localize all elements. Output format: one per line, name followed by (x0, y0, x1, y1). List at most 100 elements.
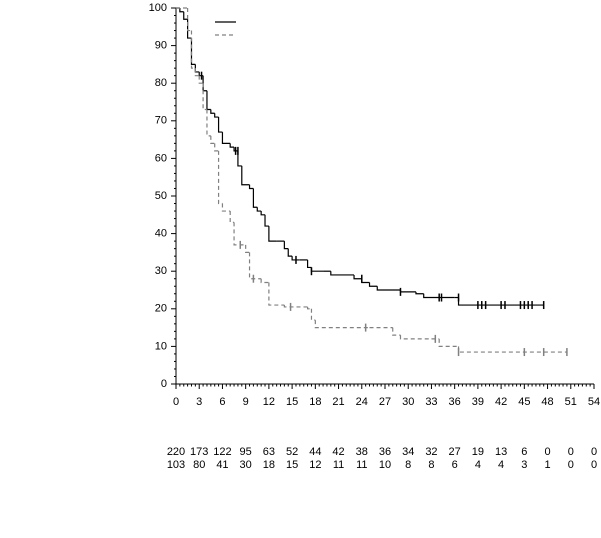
step-segment (283, 241, 289, 250)
step-segment (237, 150, 242, 167)
x-tick-label: 30 (402, 396, 414, 408)
at-risk-number: 6 (452, 459, 458, 471)
y-tick-label: 40 (155, 228, 167, 240)
step-segment (291, 256, 300, 261)
y-tick-label: 90 (155, 40, 167, 52)
at-risk-number: 15 (286, 459, 298, 471)
step-segment (229, 143, 235, 148)
at-risk-number: 12 (309, 459, 321, 471)
step-segment (221, 203, 231, 212)
step-segment (217, 150, 223, 205)
step-segment (353, 274, 362, 280)
at-risk-number: 32 (425, 446, 437, 458)
x-tick-label: 15 (286, 396, 298, 408)
at-risk-number: 8 (428, 459, 434, 471)
step-segment (368, 282, 378, 287)
step-segment (198, 75, 204, 84)
x-tick-label: 24 (356, 396, 368, 408)
step-segment (233, 147, 238, 152)
at-risk-number: 36 (379, 446, 391, 458)
at-risk-number: 173 (190, 446, 208, 458)
at-risk-number: 4 (498, 459, 504, 471)
step-segment (210, 135, 215, 144)
step-segment (361, 278, 370, 284)
step-segment (248, 252, 262, 280)
y-tick-label: 30 (155, 265, 167, 277)
x-tick-label: 42 (495, 396, 507, 408)
step-segment (283, 305, 308, 308)
step-segment (438, 338, 459, 347)
x-tick-label: 12 (263, 396, 275, 408)
step-segment (206, 90, 211, 111)
at-risk-number: 6 (521, 446, 527, 458)
step-segment (399, 335, 432, 340)
step-segment (183, 11, 188, 20)
step-segment (423, 293, 455, 299)
y-tick-label: 50 (155, 190, 167, 202)
at-risk-number: 42 (332, 446, 344, 458)
at-risk-number: 220 (167, 446, 185, 458)
x-tick-label: 33 (425, 396, 437, 408)
at-risk-number: 19 (472, 446, 484, 458)
step-segment (330, 271, 355, 276)
step-segment (206, 109, 211, 137)
step-segment (179, 8, 184, 13)
step-segment (310, 308, 316, 321)
step-segment (241, 165, 250, 186)
step-segment (187, 8, 192, 32)
at-risk-number: 30 (240, 459, 252, 471)
step-segment (214, 143, 219, 152)
step-segment (233, 222, 246, 246)
at-risk-number: 18 (263, 459, 275, 471)
at-risk-number: 0 (591, 446, 597, 458)
step-segment (310, 267, 324, 272)
step-segment (287, 248, 293, 257)
at-risk-number: 0 (568, 446, 574, 458)
step-segment (399, 290, 416, 293)
x-tick-label: 21 (332, 396, 344, 408)
step-segment (392, 327, 401, 336)
at-risk-number: 41 (216, 459, 228, 471)
at-risk-number: 95 (240, 446, 252, 458)
step-segment (306, 306, 312, 310)
at-risk-number: 3 (521, 459, 527, 471)
step-segment (457, 346, 567, 353)
step-segment (264, 214, 269, 227)
at-risk-number: 10 (379, 459, 391, 471)
step-segment (376, 286, 401, 291)
step-segment (210, 109, 215, 114)
step-segment (217, 117, 223, 133)
step-segment (260, 211, 266, 216)
at-risk-number: 63 (263, 446, 275, 458)
step-segment (268, 226, 277, 242)
x-tick-label: 3 (196, 396, 202, 408)
y-tick-label: 0 (161, 378, 167, 390)
step-segment (248, 184, 254, 190)
at-risk-number: 4 (475, 459, 481, 471)
step-segment (306, 259, 312, 269)
x-tick-label: 27 (379, 396, 391, 408)
at-risk-number: 11 (333, 459, 344, 471)
x-tick-label: 9 (243, 396, 249, 408)
x-tick-label: 45 (518, 396, 530, 408)
x-tick-label: 54 (588, 396, 600, 408)
y-tick-label: 60 (155, 152, 167, 164)
at-risk-number: 27 (449, 446, 461, 458)
x-tick-label: 0 (173, 396, 179, 408)
step-segment (256, 207, 262, 212)
step-segment (268, 282, 285, 306)
at-risk-number: 52 (286, 446, 298, 458)
step-segment (229, 211, 235, 223)
at-risk-number: 8 (405, 459, 411, 471)
step-segment (214, 113, 219, 118)
at-risk-number: 0 (568, 459, 574, 471)
at-risk-number: 13 (495, 446, 507, 458)
step-segment (190, 30, 196, 69)
step-segment (194, 68, 200, 77)
at-risk-number: 0 (544, 446, 550, 458)
step-segment (314, 320, 370, 329)
at-risk-number: 122 (213, 446, 231, 458)
step-segment (252, 188, 258, 208)
